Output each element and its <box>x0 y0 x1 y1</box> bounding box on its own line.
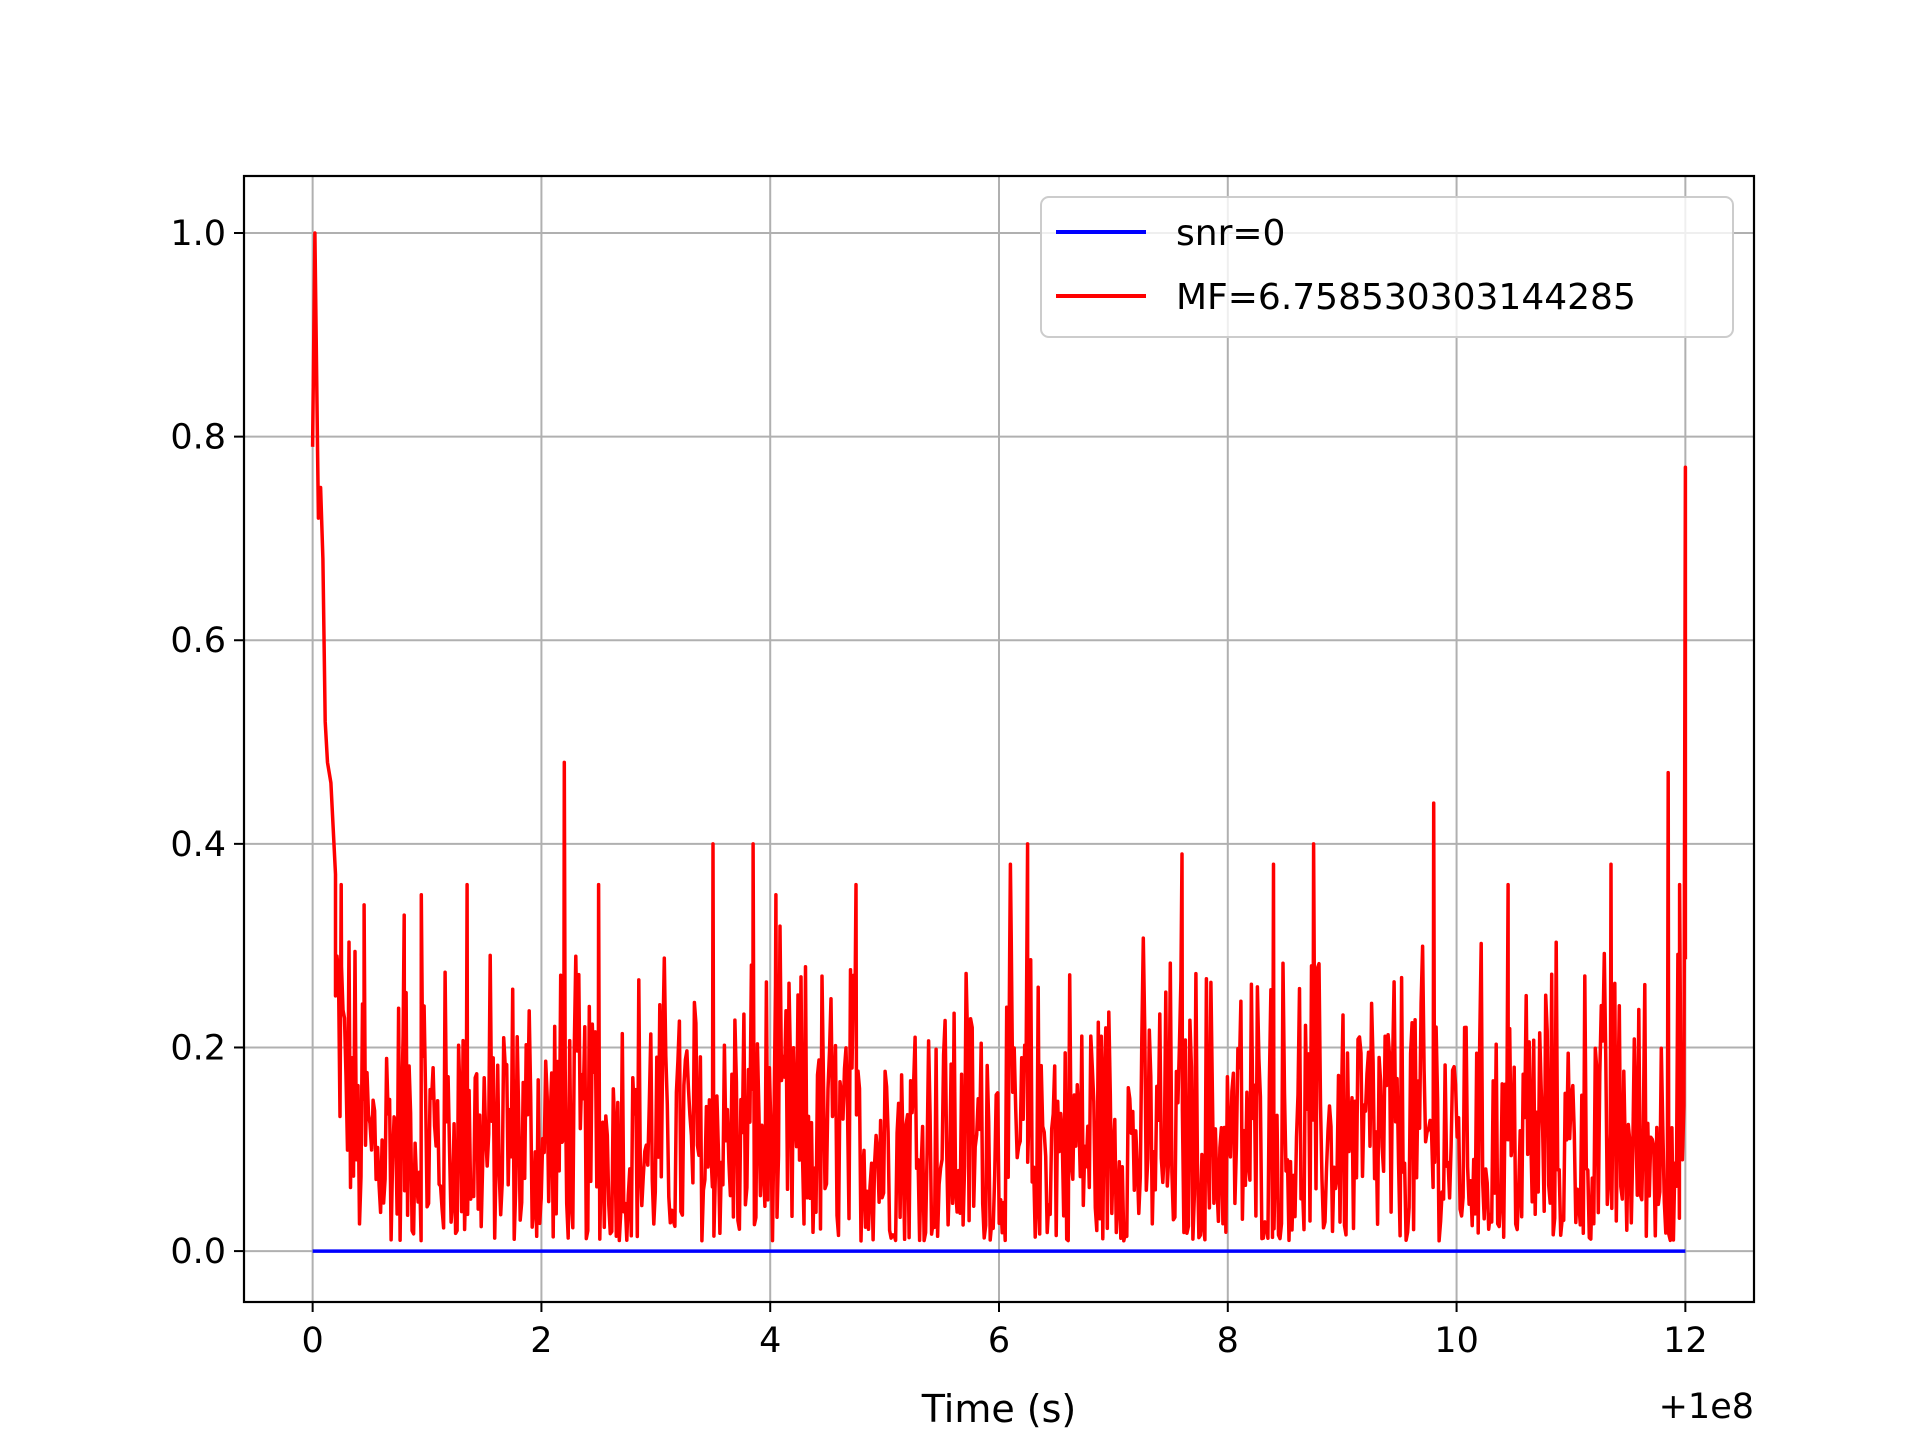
y-tick-label: 0.6 <box>170 621 226 661</box>
y-tick-label: 1.0 <box>170 214 226 254</box>
y-tick-label: 0.0 <box>170 1232 226 1272</box>
x-axis-label: Time (s) <box>921 1387 1077 1431</box>
legend-box <box>1040 196 1734 338</box>
x-tick-label: 12 <box>1663 1321 1708 1361</box>
x-tick-label: 8 <box>1217 1321 1239 1361</box>
y-tick-label: 0.2 <box>170 1028 226 1068</box>
legend-label-snr: snr=0 <box>1176 213 1285 254</box>
series-line-mf <box>310 231 1688 1243</box>
tick-marks: 0 2 4 6 8 10 12 0.0 0.2 0.4 0.6 0.8 1.0 <box>170 214 1707 1361</box>
x-tick-label: 10 <box>1434 1321 1479 1361</box>
x-tick-label: 4 <box>759 1321 781 1361</box>
x-tick-label: 0 <box>301 1321 323 1361</box>
x-tick-label: 2 <box>530 1321 552 1361</box>
legend: snr=0 MF=6.758530303144285 <box>1040 196 1734 338</box>
x-offset-label: +1e8 <box>1659 1387 1754 1427</box>
x-tick-label: 6 <box>988 1321 1010 1361</box>
legend-label-mf: MF=6.758530303144285 <box>1176 277 1636 318</box>
y-tick-label: 0.4 <box>170 825 226 865</box>
y-tick-label: 0.8 <box>170 418 226 458</box>
plot-area <box>310 231 1688 1253</box>
